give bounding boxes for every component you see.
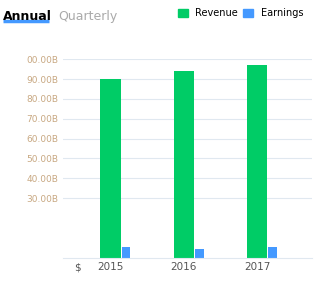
Bar <box>174 71 194 258</box>
Bar <box>122 247 130 258</box>
Bar <box>195 249 203 258</box>
Text: Quarterly: Quarterly <box>58 10 117 23</box>
Text: Annual: Annual <box>3 10 52 23</box>
Legend: Revenue, Earnings: Revenue, Earnings <box>174 4 307 22</box>
Bar <box>100 79 121 258</box>
Bar <box>268 247 277 258</box>
Bar <box>247 65 267 258</box>
